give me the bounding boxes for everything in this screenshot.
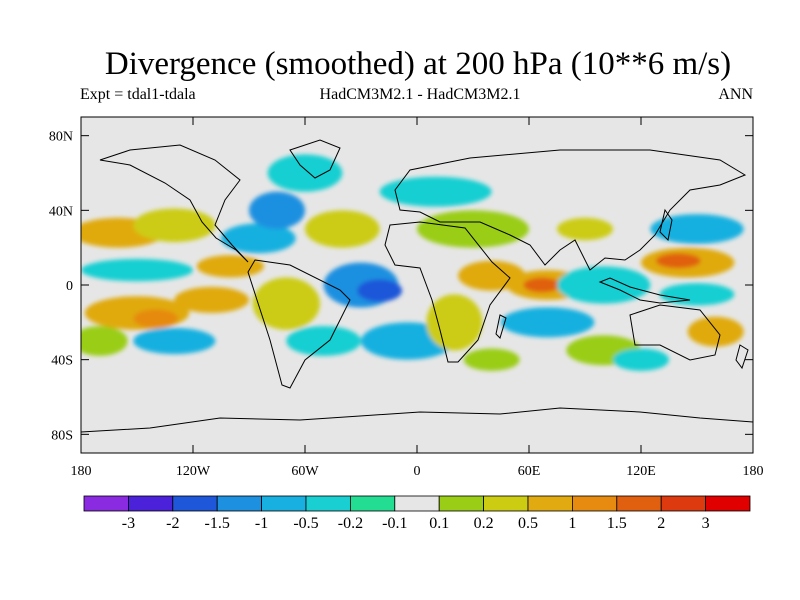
lat-tick-label: 80S <box>51 428 73 443</box>
field-patch <box>252 277 320 330</box>
lon-tick-label: 60W <box>291 464 319 479</box>
colorbar-swatch <box>394 495 440 512</box>
colorbar-swatch <box>83 495 129 512</box>
colorbar-swatch <box>483 495 529 512</box>
colorbar-label: 1 <box>568 515 576 532</box>
field-patch <box>650 214 744 244</box>
colorbar-label: -1.5 <box>205 515 230 532</box>
field-patch <box>417 210 529 248</box>
colorbar-swatch <box>660 495 707 512</box>
field-patch <box>557 217 613 241</box>
colorbar-label: 1.5 <box>607 515 627 532</box>
field-patch <box>613 348 669 371</box>
lon-tick-label: 180 <box>743 464 764 479</box>
colorbar-swatch <box>438 495 485 512</box>
coast-africa <box>384 221 511 363</box>
field-patch <box>81 258 193 282</box>
field-patch <box>305 210 380 248</box>
field-patch <box>357 279 403 302</box>
colorbar-swatch <box>127 495 174 512</box>
field-patch <box>426 294 483 351</box>
coast-greenland <box>289 139 341 179</box>
lon-tick-label: 180 <box>71 464 92 479</box>
divergence-field <box>81 154 744 371</box>
field-patch <box>655 253 701 269</box>
colorbar-label: -0.5 <box>293 515 318 532</box>
colorbar-swatch <box>616 495 662 512</box>
colorbar-swatch <box>349 495 396 512</box>
colorbar-label: -0.2 <box>338 515 363 532</box>
lat-tick-label: 40N <box>49 204 73 219</box>
coast-indonesia <box>598 277 691 304</box>
coast-north-america <box>99 144 249 263</box>
coast-japan <box>659 208 673 242</box>
field-patch <box>133 309 179 328</box>
field-patch <box>196 255 264 278</box>
map-axes: 80N 40N 0 40S 80S 180 120W 60W 0 60E 120E 180 <box>49 117 764 479</box>
map-background <box>81 117 753 453</box>
colorbar-label: -2 <box>166 515 179 532</box>
field-patch <box>659 283 735 306</box>
colorbar-swatch <box>261 495 307 512</box>
colorbar-label: -1 <box>255 515 268 532</box>
colorbar-label: 0.2 <box>474 515 494 532</box>
lon-tick-label: 120W <box>176 464 211 479</box>
field-patch <box>557 266 651 304</box>
field-patch <box>221 223 296 254</box>
coast-antarctica <box>81 407 753 433</box>
field-patch <box>379 176 492 207</box>
colorbar-swatch <box>527 495 573 512</box>
colorbar-label: 0.5 <box>518 515 538 532</box>
coastlines <box>81 139 753 433</box>
colorbar-swatch <box>572 495 618 512</box>
field-patch <box>286 326 361 356</box>
colorbar-swatch <box>172 495 218 512</box>
lon-tick-label: 0 <box>414 464 421 479</box>
lon-tick-label: 60E <box>518 464 541 479</box>
colorbar-label: 0.1 <box>429 515 449 532</box>
lat-tick-label: 80N <box>49 130 73 145</box>
lat-tick-label: 40S <box>51 354 73 369</box>
colorbar: -3 -2 -1.5 -1 -0.5 -0.2 -0.1 0.1 0.2 0.5 1 1.5 2 3 <box>83 495 751 532</box>
field-patch <box>81 326 128 356</box>
colorbar-swatch <box>216 495 262 512</box>
field-patch <box>267 154 343 192</box>
season-label: ANN <box>718 86 753 103</box>
lat-tick-label: 0 <box>66 279 73 294</box>
experiment-label: Expt = tdal1-tdala <box>80 86 196 103</box>
coast-new-zealand <box>735 344 749 370</box>
colorbar-label: 3 <box>702 515 710 532</box>
field-patch <box>687 316 744 347</box>
field-patch <box>501 307 595 338</box>
lon-tick-label: 120E <box>626 464 656 479</box>
field-patch <box>133 208 216 243</box>
coast-eurasia <box>394 149 747 271</box>
colorbar-label: -3 <box>122 515 135 532</box>
field-patch <box>133 327 216 355</box>
field-patch <box>463 348 520 371</box>
colorbar-label: -0.1 <box>382 515 407 532</box>
model-comparison-label: HadCM3M2.1 - HadCM3M2.1 <box>319 86 521 103</box>
colorbar-swatch <box>705 495 751 512</box>
field-patch <box>84 296 190 330</box>
colorbar-swatch <box>305 495 351 512</box>
field-patch <box>174 286 249 313</box>
coast-south-america <box>247 259 351 389</box>
coast-madagascar <box>495 314 507 339</box>
field-patch <box>523 277 561 293</box>
coast-australia <box>629 304 721 361</box>
colorbar-label: 2 <box>657 515 665 532</box>
plot-title: Divergence (smoothed) at 200 hPa (10**6 … <box>104 46 732 82</box>
field-patch <box>249 191 305 229</box>
